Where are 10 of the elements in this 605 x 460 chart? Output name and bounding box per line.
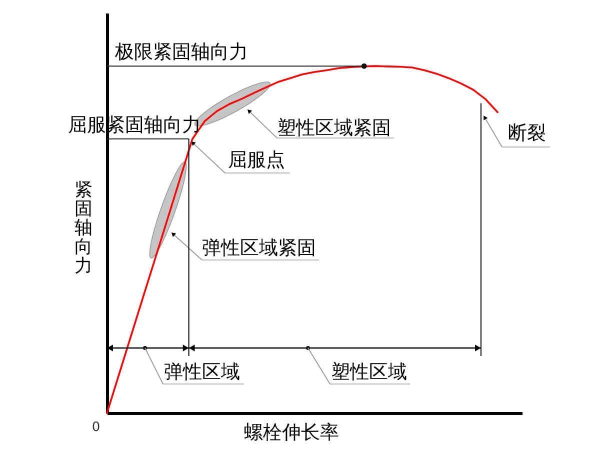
annotation: 弹性区域紧固 [202, 237, 316, 259]
text: 0 [92, 420, 100, 435]
x-axis-title: 螺栓伸长率 [244, 422, 339, 444]
annotation: 屈服点 [228, 149, 285, 171]
annotation: 弹性区域 [164, 361, 240, 383]
y-axis-title: 紧固轴向力 [74, 180, 92, 276]
text: 断裂 [508, 122, 546, 144]
ref-line-label: 极限紧固轴向力 [114, 41, 248, 64]
annotation: 塑性区域 [331, 361, 407, 383]
annotation: 塑性区域紧固 [277, 117, 391, 139]
